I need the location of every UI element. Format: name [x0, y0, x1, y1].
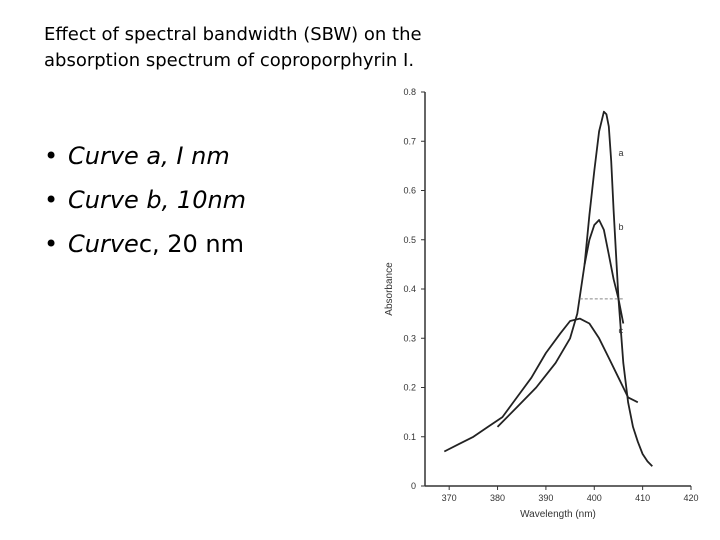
y-tick-label: 0.4 — [403, 284, 416, 294]
series-line-a — [496, 110, 653, 467]
y-tick-label: 0.7 — [403, 136, 416, 146]
bullet-dot: • — [44, 186, 59, 214]
curve-label-c: c — [618, 325, 623, 335]
y-tick-label: 0.6 — [403, 186, 416, 196]
y-tick-label: 0.1 — [403, 432, 416, 442]
y-tick-label: 0.8 — [403, 87, 416, 97]
x-axis-label: Wavelength (nm) — [520, 509, 596, 520]
x-tick-label: 390 — [538, 493, 553, 503]
x-tick-label: 400 — [587, 493, 602, 503]
x-tick-label: 420 — [683, 493, 698, 503]
slide-title: Effect of spectral bandwidth (SBW) on th… — [44, 24, 422, 71]
x-tick-label: 410 — [635, 493, 650, 503]
y-tick-label: 0 — [411, 481, 416, 491]
x-tick-label: 370 — [442, 493, 457, 503]
absorbance-chart: 0 0.1 0.2 0.3 0.4 0.5 0.6 0.7 0.8 370 380 390 400 410… — [384, 87, 699, 520]
bullet-text-italic: Curve b, 10nm — [68, 186, 247, 214]
bullet-text-italic: Curve — [68, 230, 139, 258]
bullet-list: • Curve a, I nm • Curve b, 10nm • Curve … — [44, 134, 246, 266]
bullet-item: • Curve c, 20 nm — [44, 222, 246, 266]
bullet-text-plain: c, 20 nm — [138, 230, 245, 258]
bullet-text-italic: Curve a, I nm — [68, 142, 230, 170]
x-tick-label: 380 — [490, 493, 505, 503]
curve-label-b: b — [618, 222, 623, 232]
y-axis-label: Absorbance — [384, 262, 395, 316]
y-tick-label: 0.3 — [403, 333, 416, 343]
bullet-dot: • — [44, 230, 59, 258]
bullet-dot: • — [44, 142, 59, 170]
curve-label-a: a — [618, 148, 623, 158]
bullet-item: • Curve a, I nm — [44, 134, 246, 178]
series-line-c — [443, 317, 639, 453]
series-line-b — [583, 219, 625, 324]
bullet-item: • Curve b, 10nm — [44, 178, 246, 222]
y-tick-label: 0.5 — [403, 235, 416, 245]
y-tick-label: 0.2 — [403, 383, 416, 393]
